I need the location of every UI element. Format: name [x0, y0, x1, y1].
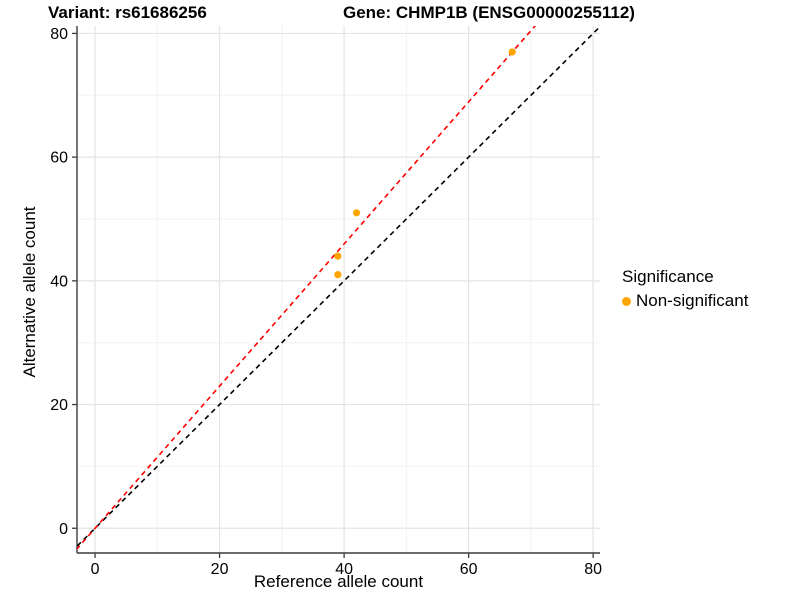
y-tick-label: 80 [50, 26, 68, 43]
y-tick-label: 60 [50, 150, 68, 167]
legend: Significance Non-significant [622, 266, 748, 311]
x-tick-label: 0 [91, 561, 100, 578]
y-tick-label: 0 [59, 521, 68, 538]
y-tick-label: 40 [50, 273, 68, 290]
x-tick-label: 40 [335, 561, 353, 578]
data-point [334, 252, 342, 260]
legend-item-label: Non-significant [636, 291, 749, 310]
y-tick-label: 20 [50, 397, 68, 414]
data-point [352, 209, 361, 217]
legend-title: Significance [622, 267, 714, 286]
variant-title: Variant: rs61686256 [48, 3, 207, 22]
x-tick-label: 20 [211, 561, 229, 578]
y-axis-title: Alternative allele count [20, 206, 39, 378]
identity-line [77, 26, 600, 548]
data-point [508, 48, 516, 56]
legend-item: Non-significant [622, 291, 748, 311]
data-point [334, 271, 342, 279]
x-tick-label: 60 [460, 561, 478, 578]
x-axis-title: Reference allele count [253, 572, 424, 591]
fit-line [77, 26, 537, 551]
legend-key-dot-icon [622, 296, 631, 306]
x-tick-label: 80 [584, 561, 602, 578]
gene-title: Gene: CHMP1B (ENSG00000255112) [343, 3, 635, 22]
